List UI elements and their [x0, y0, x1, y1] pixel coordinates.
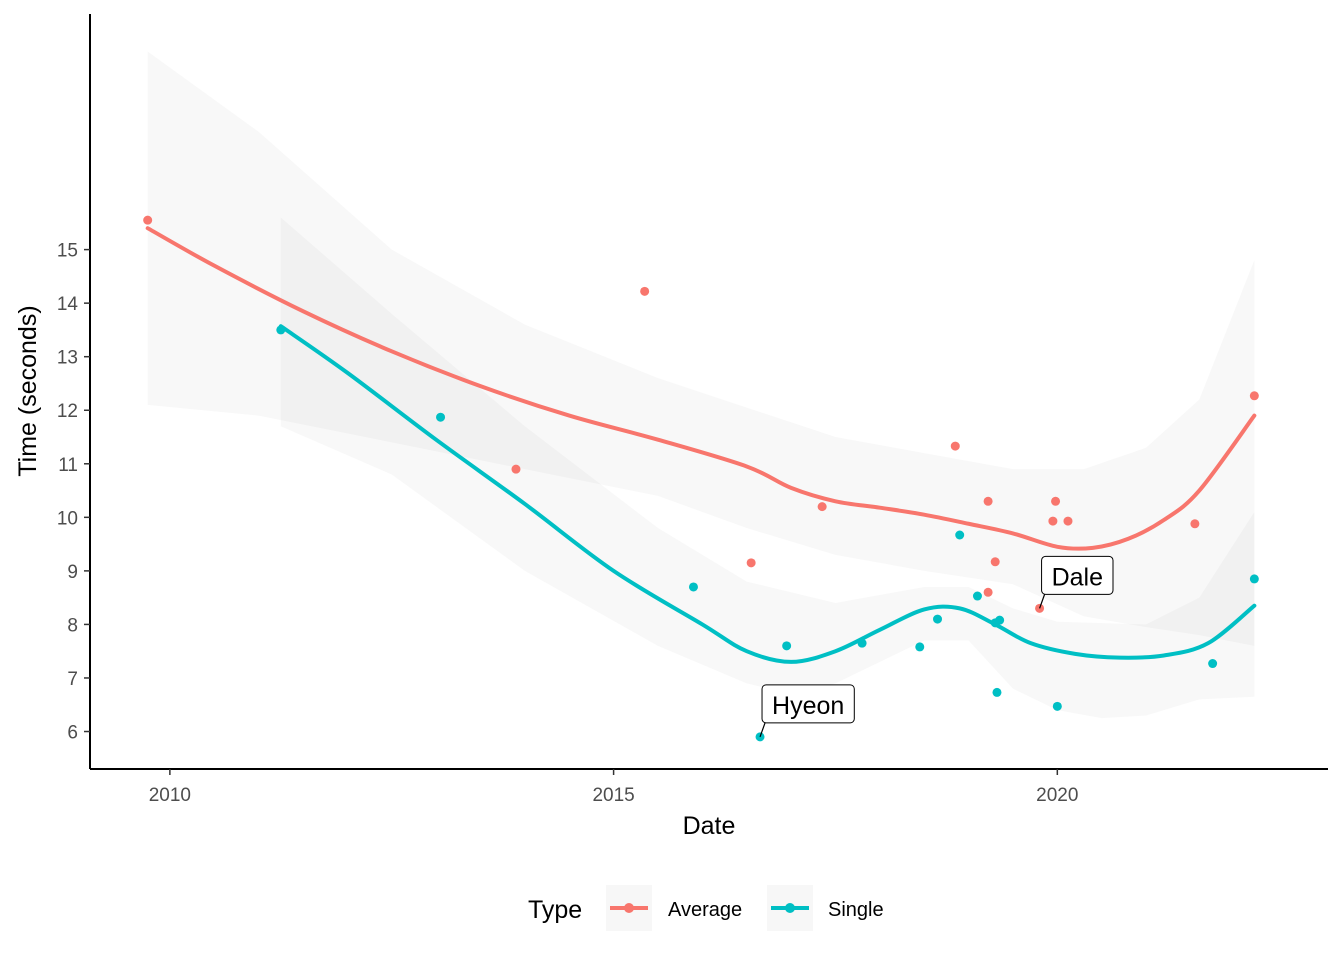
legend-title: Type: [528, 896, 582, 924]
data-point-average: [983, 587, 993, 597]
y-axis-title: Time (seconds): [14, 305, 42, 476]
annotation-box-hyeon: [761, 684, 855, 724]
data-point-single: [436, 412, 446, 422]
data-point-average: [1190, 519, 1200, 529]
y-tick-label: 14: [57, 294, 79, 315]
legend-item-single: Single: [767, 885, 884, 931]
annotation-label-hyeon: Hyeon: [772, 692, 844, 720]
x-tick-label: 2010: [149, 785, 191, 806]
confidence-bands: [147, 51, 1255, 719]
annotations: Hyeon Dale: [759, 555, 1114, 738]
annotation-hyeon: Hyeon: [759, 684, 855, 738]
x-ticks: 2010 2015 2020: [149, 769, 1078, 806]
legend: Type Average Single: [528, 885, 884, 931]
smooth-line-single: [278, 324, 1257, 664]
y-tick-label: 11: [58, 455, 78, 476]
axes: 6 7 8 9 10 11 12 13 14 15 2010 2015 2020 Date Time …: [14, 14, 1328, 840]
data-point-average: [950, 441, 960, 451]
data-point-average: [1249, 391, 1259, 401]
legend-point-single: [785, 903, 795, 913]
data-point-average: [990, 557, 1000, 567]
data-point-average: [143, 215, 153, 225]
y-tick-label: 9: [67, 562, 78, 583]
data-point-single: [276, 325, 286, 335]
data-point-average: [1051, 496, 1061, 506]
data-point-single: [1249, 574, 1259, 584]
data-point-single: [1208, 659, 1218, 669]
annotation-label-dale: Dale: [1052, 563, 1103, 591]
data-point-average: [511, 464, 521, 474]
y-tick-label: 10: [57, 508, 78, 529]
data-point-single: [915, 642, 925, 652]
y-tick-label: 6: [67, 723, 78, 744]
data-point-single: [1052, 701, 1062, 711]
data-point-average: [1063, 516, 1073, 526]
legend-label-single: Single: [828, 899, 884, 921]
data-points: [143, 215, 1259, 742]
data-point-single: [992, 687, 1002, 697]
smooth-lines: [145, 226, 1257, 664]
y-tick-label: 13: [57, 348, 78, 369]
data-point-average: [983, 496, 993, 506]
y-tick-label: 8: [67, 615, 78, 636]
data-point-single: [995, 615, 1005, 625]
data-point-average: [817, 502, 827, 512]
x-axis-title: Date: [683, 812, 736, 840]
data-point-average: [746, 558, 756, 568]
confidence-band-average: [147, 51, 1255, 646]
smooth-line-average: [145, 226, 1257, 551]
y-tick-label: 12: [57, 401, 78, 422]
data-point-single: [857, 638, 867, 648]
y-tick-label: 15: [57, 241, 78, 262]
data-point-single: [782, 641, 792, 651]
legend-point-average: [624, 903, 634, 913]
legend-item-average: Average: [606, 885, 742, 931]
x-tick-label: 2015: [592, 785, 634, 806]
annotation-leader-hyeon: [759, 722, 766, 738]
data-point-average: [640, 286, 650, 296]
legend-label-average: Average: [668, 899, 742, 921]
data-point-single: [933, 614, 943, 624]
annotation-leader-dale: [1039, 594, 1046, 609]
y-tick-label: 7: [67, 669, 78, 690]
annotation-box-dale: [1041, 555, 1114, 595]
data-point-single: [688, 582, 698, 592]
data-point-single: [955, 530, 965, 540]
data-point-single: [972, 591, 982, 601]
x-tick-label: 2020: [1036, 785, 1078, 806]
y-ticks: 6 7 8 9 10 11 12 13 14 15: [57, 241, 90, 744]
data-point-average: [1048, 516, 1058, 526]
annotation-dale: Dale: [1039, 555, 1114, 609]
